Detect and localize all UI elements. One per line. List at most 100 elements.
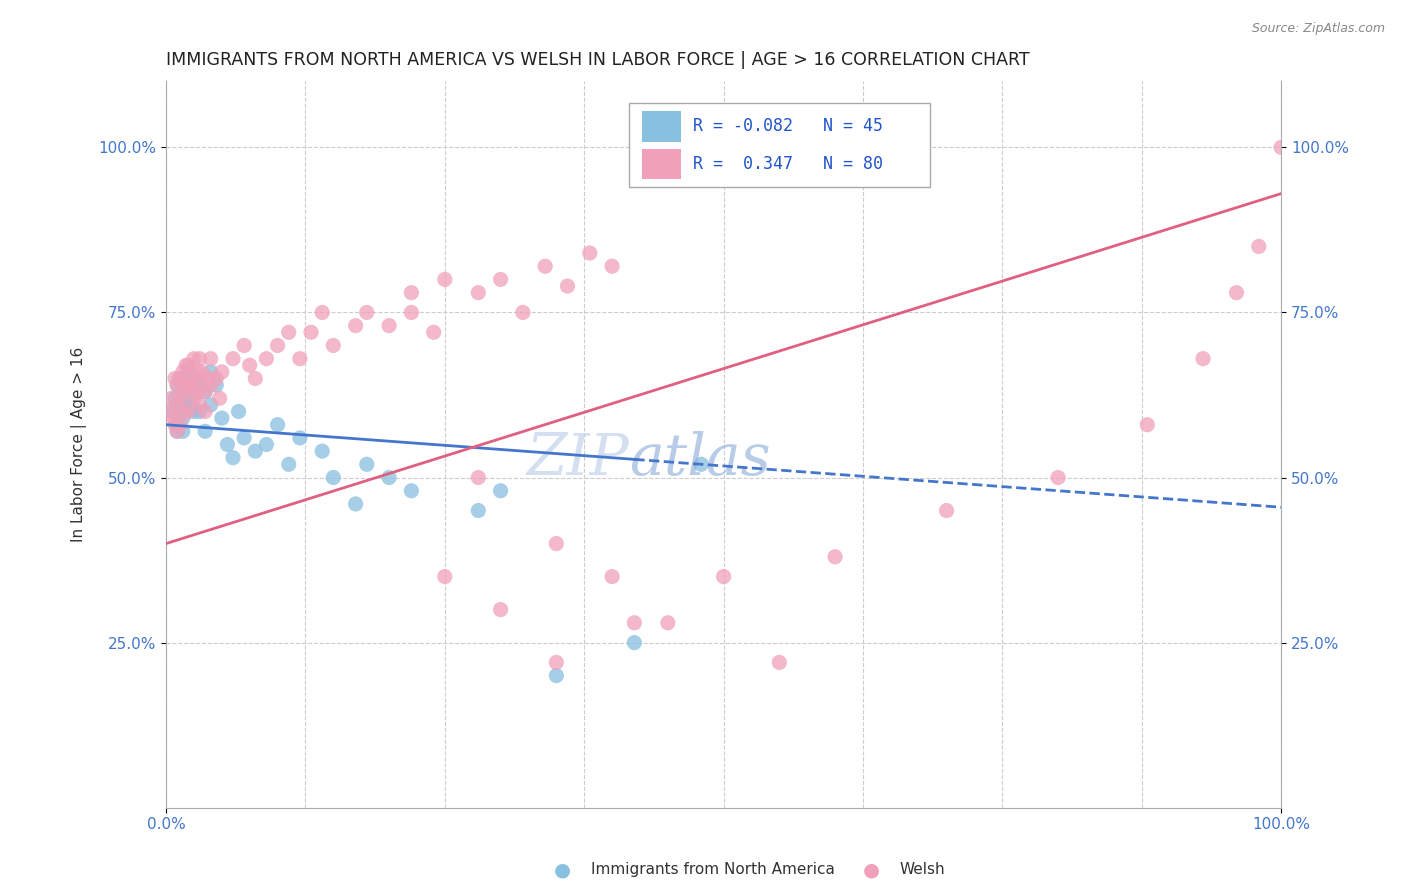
Point <box>935 503 957 517</box>
Point <box>188 351 211 366</box>
Point <box>600 259 623 273</box>
Point <box>166 378 188 392</box>
Text: ZIP: ZIP <box>526 431 628 487</box>
Point <box>344 318 367 333</box>
Point <box>174 378 197 392</box>
Point <box>401 285 423 300</box>
Point <box>824 549 846 564</box>
Point <box>177 365 200 379</box>
Point <box>166 417 188 432</box>
Point <box>173 404 195 418</box>
Point <box>222 450 245 465</box>
Point <box>160 404 183 418</box>
Point <box>211 411 233 425</box>
Point <box>1136 417 1159 432</box>
Point <box>239 359 262 373</box>
Point <box>194 384 217 399</box>
Point <box>183 371 205 385</box>
Point <box>534 259 557 273</box>
Point <box>245 371 267 385</box>
Text: atlas: atlas <box>628 431 770 487</box>
Point <box>228 404 250 418</box>
Point <box>344 497 367 511</box>
Point <box>194 425 217 439</box>
Point <box>169 398 191 412</box>
Point <box>183 404 205 418</box>
Point <box>266 417 288 432</box>
Point <box>172 384 194 399</box>
Point <box>322 470 344 484</box>
Point <box>194 384 217 399</box>
Point <box>254 437 277 451</box>
Point <box>512 305 534 319</box>
Point <box>233 431 256 445</box>
Point <box>166 425 188 439</box>
Point <box>600 569 623 583</box>
Point <box>157 404 180 418</box>
Point <box>163 417 186 432</box>
Point <box>217 437 239 451</box>
Point <box>197 371 219 385</box>
Point <box>254 351 277 366</box>
Point <box>768 656 790 670</box>
Point <box>172 425 194 439</box>
Point <box>166 378 188 392</box>
Point <box>200 351 222 366</box>
Point <box>1247 239 1270 253</box>
Point <box>172 384 194 399</box>
Point <box>177 384 200 399</box>
Point <box>467 470 489 484</box>
Point <box>186 365 208 379</box>
Point <box>169 417 191 432</box>
Point <box>180 371 202 385</box>
Point <box>177 378 200 392</box>
Y-axis label: In Labor Force | Age > 16: In Labor Force | Age > 16 <box>72 347 87 542</box>
Point <box>188 404 211 418</box>
Point <box>433 272 456 286</box>
Point <box>166 398 188 412</box>
Point <box>288 431 311 445</box>
Point <box>205 371 228 385</box>
Text: Source: ZipAtlas.com: Source: ZipAtlas.com <box>1251 22 1385 36</box>
Point <box>233 338 256 352</box>
Point <box>546 536 568 550</box>
Point <box>422 325 444 339</box>
Bar <box>643 149 682 179</box>
Point <box>166 425 188 439</box>
FancyBboxPatch shape <box>628 103 929 186</box>
Text: ●: ● <box>863 860 880 880</box>
Point <box>245 444 267 458</box>
Point <box>172 411 194 425</box>
Bar <box>643 112 682 142</box>
Point <box>288 351 311 366</box>
Point <box>433 569 456 583</box>
Point <box>172 365 194 379</box>
Point <box>311 305 333 319</box>
Point <box>713 569 735 583</box>
Point <box>180 392 202 406</box>
Point <box>266 338 288 352</box>
Point <box>1047 470 1070 484</box>
Point <box>177 359 200 373</box>
Point <box>163 392 186 406</box>
Point <box>623 635 645 649</box>
Point <box>1192 351 1215 366</box>
Point <box>183 378 205 392</box>
Text: Immigrants from North America: Immigrants from North America <box>591 863 834 877</box>
Text: R =  0.347   N = 80: R = 0.347 N = 80 <box>693 155 883 173</box>
Point <box>1270 140 1292 154</box>
Point <box>200 378 222 392</box>
Point <box>356 458 378 472</box>
Text: ●: ● <box>554 860 571 880</box>
Point <box>163 371 186 385</box>
Point <box>467 503 489 517</box>
Point <box>489 272 512 286</box>
Point <box>277 325 299 339</box>
Point <box>208 392 231 406</box>
Point <box>623 615 645 630</box>
Point <box>200 365 222 379</box>
Point <box>188 398 211 412</box>
Point <box>222 351 245 366</box>
Point <box>546 668 568 682</box>
Point <box>163 411 186 425</box>
